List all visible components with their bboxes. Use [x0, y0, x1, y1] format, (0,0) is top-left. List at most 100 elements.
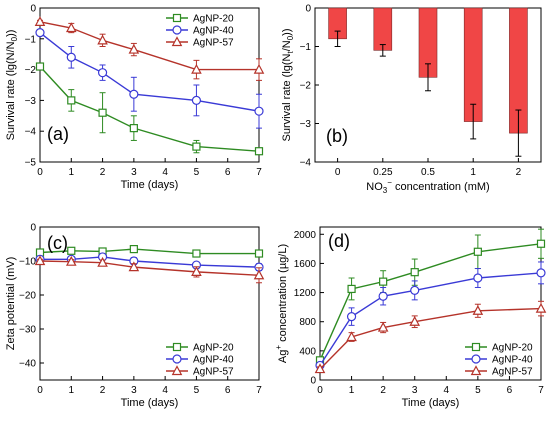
panel-a-xtick-label: 0 — [37, 167, 43, 178]
panel-b-ytick-label: −4 — [300, 158, 312, 169]
panel-d-legend-label-agnp-20: AgNP-20 — [492, 343, 533, 354]
panel-a-ytick-label: −4 — [25, 127, 37, 138]
panel-c-legend-marker — [172, 342, 182, 352]
panel-a-xtick-label: 6 — [225, 167, 231, 178]
panel-d-ytick-label: 1600 — [294, 259, 317, 270]
panel-d-data-point — [535, 302, 547, 313]
panel-d-data-point — [346, 331, 357, 342]
panel-d-legend-marker — [470, 365, 482, 376]
panel-d-data-point — [378, 291, 388, 301]
panel-a-data-point — [191, 95, 202, 106]
panel-c-ytick-label: 0 — [30, 223, 36, 234]
panel-b-ytick-label: −1 — [300, 42, 312, 53]
panel-a-ytick-label: −5 — [25, 158, 37, 169]
panel-c-legend-label-agnp-57: AgNP-57 — [193, 367, 234, 378]
panel-c-data-point — [253, 269, 265, 280]
panel-d-data-point — [379, 277, 388, 286]
panel-d-xtick-label: 4 — [444, 385, 450, 396]
panel-a-series-line — [39, 32, 260, 112]
panel-c-data-point — [129, 245, 138, 254]
panel-b-xtick-label: 0 — [335, 167, 341, 178]
panel-a-tag: (a) — [47, 124, 69, 144]
panel-b-bar — [373, 7, 393, 51]
panel-c-data-point — [65, 255, 77, 266]
panel-b-ylabel: Survival rate (lg(Nt/N0)) — [281, 28, 295, 141]
panel-d-series-agnp-40 — [315, 261, 546, 371]
panel-d-data-point — [536, 239, 546, 248]
panel-a-data-point — [34, 16, 46, 26]
panel-a-series-agnp-57 — [34, 16, 265, 81]
panel-d-xtick-label: 1 — [349, 385, 355, 396]
panel-d-ytick-label: 0 — [310, 376, 316, 387]
panel-a-legend-marker — [171, 36, 183, 47]
panel-c-xtick-label: 5 — [194, 385, 200, 396]
panel-c-ytick-label: −40 — [19, 359, 36, 370]
panel-c-data-point — [34, 255, 46, 266]
panel-d-xtick-label: 7 — [538, 385, 544, 396]
panel-d-series-agnp-20 — [315, 228, 546, 365]
panel-c-data-point — [192, 249, 201, 258]
panel-c-series-agnp-20 — [35, 245, 264, 258]
panel-c-series-line — [39, 248, 259, 255]
panel-d-series-line — [319, 272, 542, 366]
panel-c-xtick-label: 2 — [100, 385, 106, 396]
panel-a-data-point — [253, 63, 265, 74]
panel-d-data-point — [473, 247, 482, 256]
panel-d-tag: (d) — [328, 231, 350, 251]
panel-d-data-point — [314, 363, 326, 374]
panel-a-xtick-label: 4 — [162, 167, 168, 178]
panel-c-xtick-label: 3 — [131, 385, 137, 396]
panel-a-series-line — [39, 66, 260, 152]
panel-b-xtick-label: 0.5 — [421, 167, 435, 178]
panel-d-xtick-label: 3 — [412, 385, 418, 396]
panel-a-xtick-label: 1 — [69, 167, 75, 178]
panel-d-series-line — [319, 243, 542, 361]
panel-a-xtick-label: 7 — [256, 167, 262, 178]
panel-a-data-point — [129, 124, 138, 133]
panel-a-data-point — [254, 147, 264, 156]
panel-d-legend-marker — [471, 342, 481, 352]
panel-c: 0 1 2 3 4 5 6 7 0 −10 −20 −30 −40 AgNP-20AgNP-40AgNP-… — [5, 223, 265, 409]
panel-c-data-point — [97, 256, 108, 267]
panel-d-legend-label-agnp-57: AgNP-57 — [492, 367, 533, 378]
panel-a-legend-label-agnp-40: AgNP-40 — [193, 26, 234, 37]
panel-c-xlabel: Time (days) — [121, 397, 179, 409]
panel-d-series-agnp-57 — [314, 300, 547, 374]
panel-d-data-point — [410, 285, 420, 295]
panel-d-xtick-label: 2 — [380, 385, 386, 396]
panel-c-xtick-label: 6 — [225, 385, 231, 396]
panel-a-legend-label-agnp-57: AgNP-57 — [193, 38, 234, 49]
panel-d-data-point — [346, 312, 357, 322]
panel-d-xlabel: Time (days) — [402, 397, 460, 409]
panel-d-series-line — [319, 307, 542, 370]
panel-a-data-point — [191, 63, 202, 74]
panel-d-ylabel: Ag+ concentration (µg/L) — [274, 244, 289, 363]
panel-c-ylabel: Zeta potential (mV) — [5, 257, 17, 351]
panel-a-ytick-label: −2 — [25, 65, 37, 76]
panel-a-legend-label-agnp-20: AgNP-20 — [193, 14, 234, 25]
panel-a-xlabel: Time (days) — [121, 179, 179, 191]
panel-a-data-point — [65, 22, 77, 33]
panel-b-ytick-label: −3 — [300, 119, 312, 130]
panel-a-xtick-label: 2 — [100, 167, 106, 178]
panel-c-xtick-label: 0 — [37, 385, 43, 396]
panel-a-legend-marker — [172, 13, 182, 23]
panel-b-xtick-label: 2 — [516, 167, 522, 178]
panel-a-data-point — [128, 43, 140, 54]
panel-b-ytick-label: 0 — [305, 4, 311, 15]
panel-c-data-point — [67, 246, 76, 255]
panel-a-series-agnp-20 — [35, 62, 264, 156]
panel-b: 0 −1 −2 −3 −4 0 0.25 0.5 1 2 (b) NO3− concentration… — [281, 4, 542, 195]
panel-a-data-point — [35, 62, 45, 71]
panel-a: 0 1 2 3 4 5 6 7 0 −1 −2 −3 −4 −5 AgNP-20AgNP-40AgNP-57… — [5, 4, 265, 191]
panel-c-ytick-label: −30 — [19, 325, 36, 336]
panel-d-ytick-label: 1200 — [294, 288, 317, 299]
panel-c-xtick-label: 1 — [69, 385, 75, 396]
panel-a-xtick-label: 3 — [131, 167, 137, 178]
panel-a-ytick-label: −3 — [25, 96, 37, 107]
panel-c-legend-marker — [171, 365, 183, 376]
